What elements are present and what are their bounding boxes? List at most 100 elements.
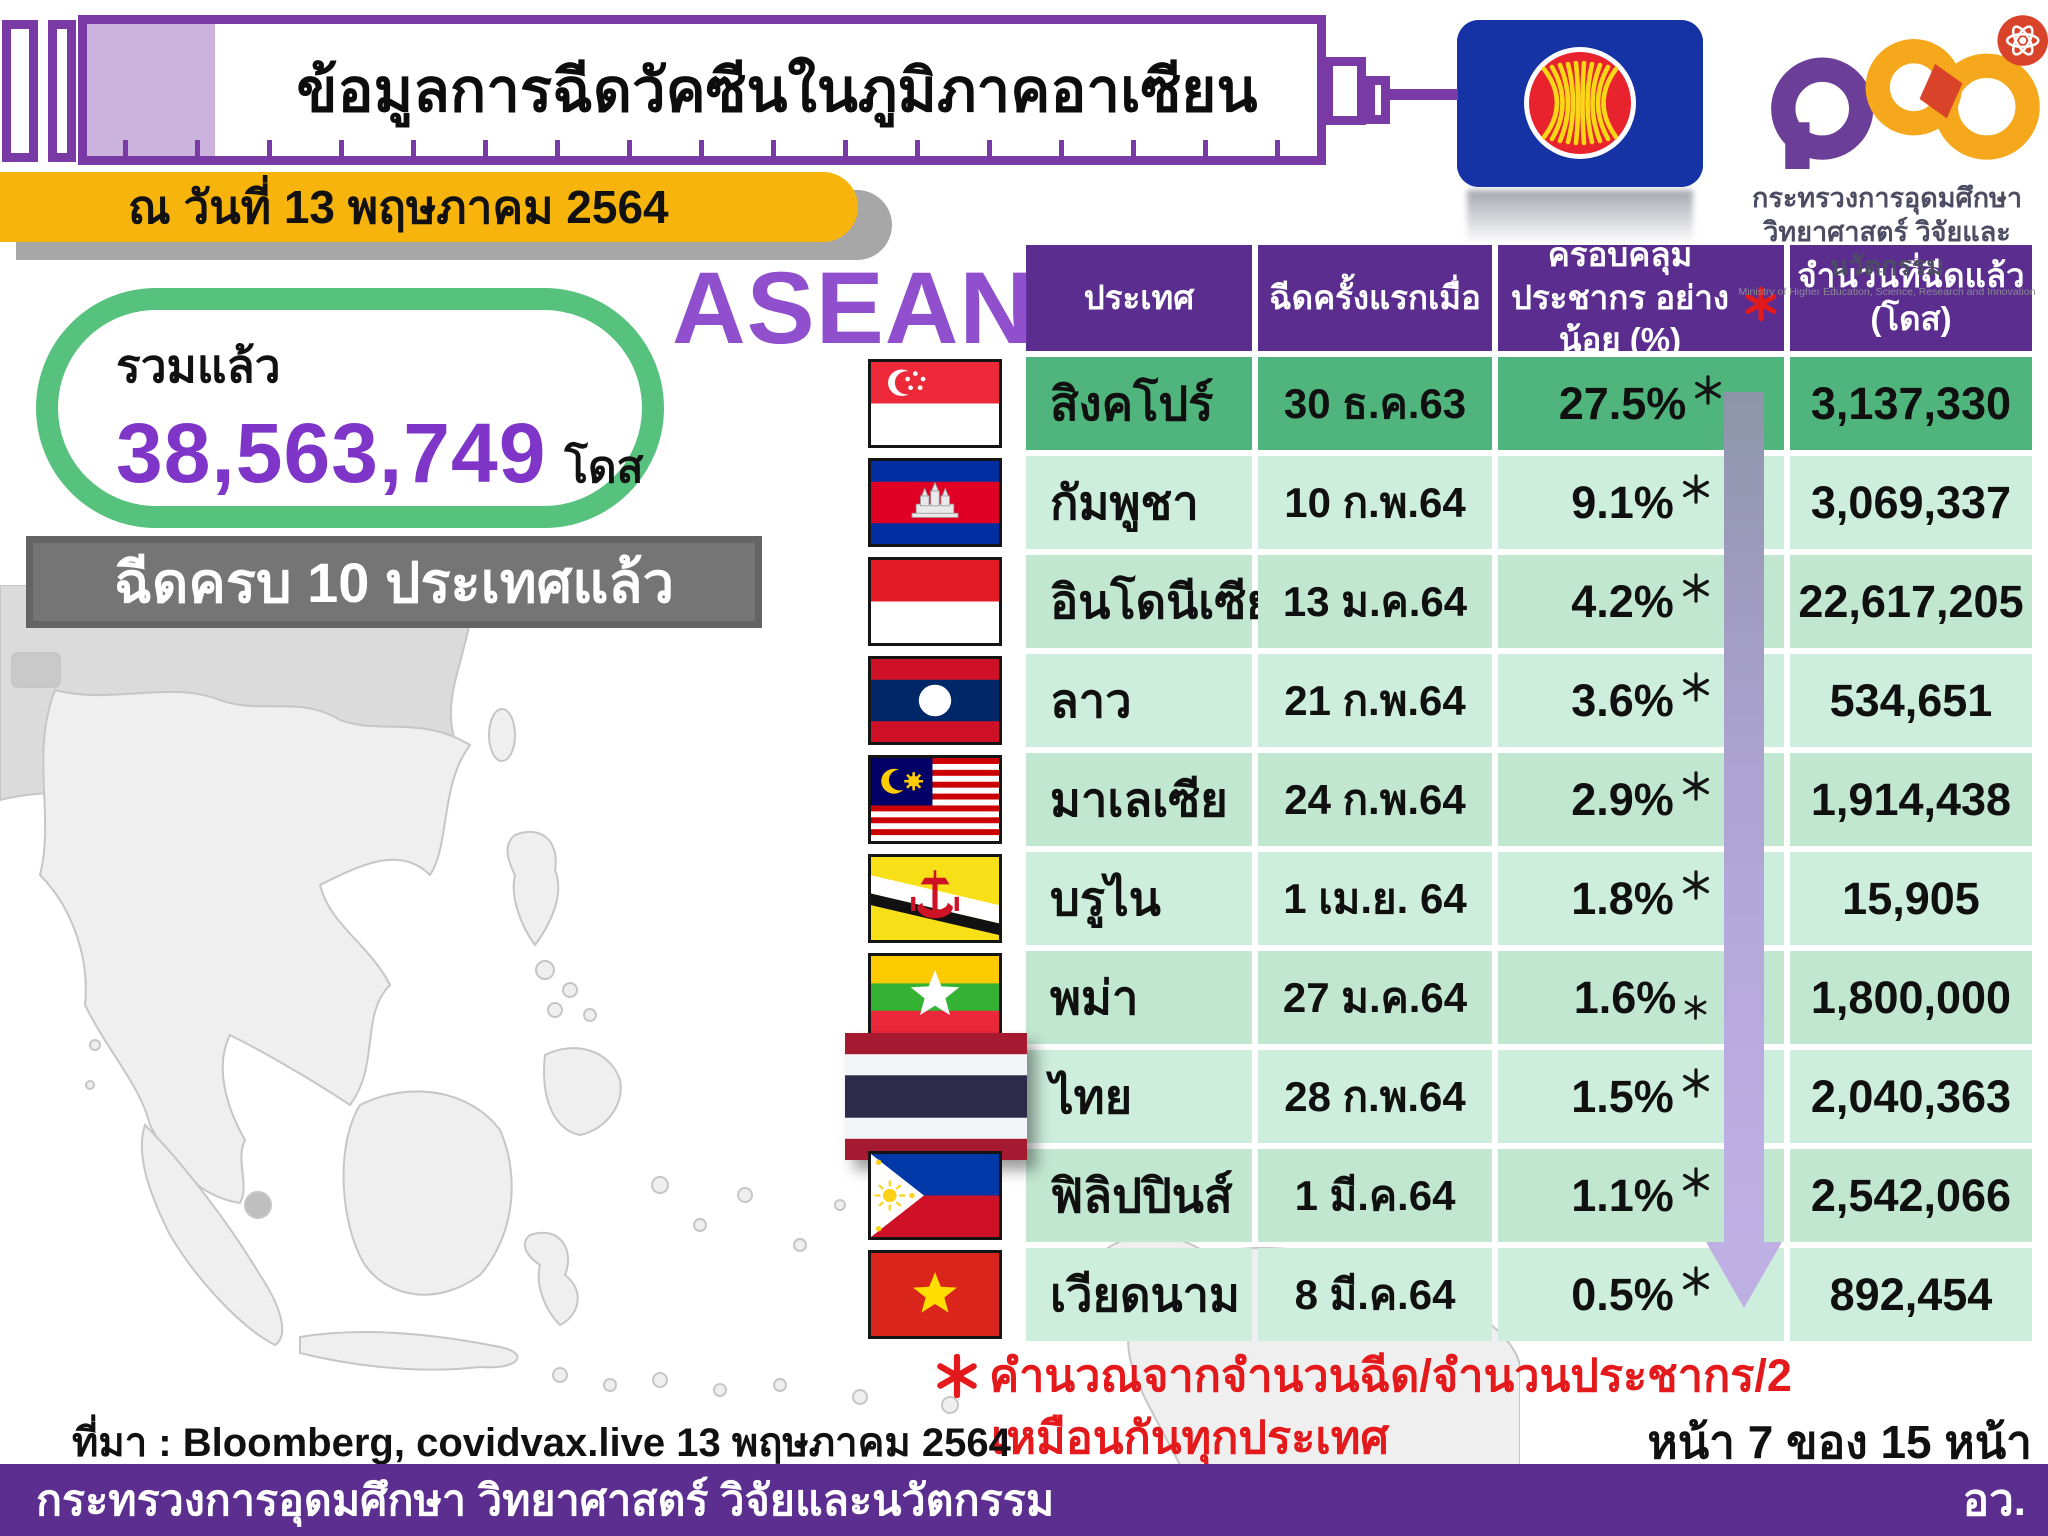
flag-reflection [1467, 190, 1693, 244]
footnote-line1: คำนวณจากจำนวนฉีด/จำนวนประชากร/2 [989, 1350, 1792, 1401]
first-dose-cell: 21 ก.พ.64 [1258, 654, 1492, 747]
country-cell-text: กัมพูชา [1050, 476, 1199, 529]
coverage-footnote: คำนวณจากจำนวนฉีด/จำนวนประชากร/2 เหมือนกั… [935, 1348, 1792, 1467]
doses-cell-text: 2,040,363 [1810, 1070, 2012, 1122]
page-title: ข้อมูลการฉีดวัคซีนในภูมิภาคอาเซียน [296, 56, 1258, 124]
country-cell-text: มาเลเซีย [1050, 773, 1228, 826]
column-header-first-dose: ฉีดครั้งแรกเมื่อ [1258, 245, 1492, 351]
sumatra [140, 1123, 284, 1347]
borneo [342, 1090, 513, 1296]
first-dose-cell-text: 10 ก.พ.64 [1284, 478, 1466, 526]
country-cell: มาเลเซีย [1026, 753, 1252, 846]
singapore-flag [868, 359, 1002, 448]
mhesi-thai-line2: วิทยาศาสตร์ วิจัยและนวัตกรรม [1763, 216, 2011, 281]
asterisk-icon [1682, 1067, 1709, 1098]
first-dose-cell-text: 13 ม.ค.64 [1282, 577, 1468, 625]
asterisk-icon [1682, 770, 1709, 801]
coverage-cell-text: 9.1% [1571, 476, 1674, 528]
first-dose-cell: 1 เม.ย. 64 [1258, 852, 1492, 945]
doses-cell: 892,454 [1790, 1248, 2032, 1341]
descending-order-arrow [1724, 392, 1764, 1244]
red-asterisk-icon [1745, 287, 1777, 321]
first-dose-cell-text: 8 มี.ค.64 [1294, 1270, 1456, 1318]
syringe-nozzle [1324, 57, 1366, 125]
asterisk-icon [1682, 869, 1709, 900]
first-dose-cell-text: 30 ธ.ค.63 [1283, 379, 1467, 427]
syringe-graduation-ticks [87, 136, 1317, 156]
coverage-cell-text: 1.6% [1573, 971, 1677, 1023]
syringe-needle-icon [1388, 89, 1458, 100]
coverage-cell-text: 0.5% [1571, 1268, 1674, 1320]
first-dose-cell-text: 27 ม.ค.64 [1282, 973, 1468, 1021]
country-cell-text: พม่า [1050, 971, 1139, 1024]
footnote-line2: เหมือนกันทุกประเทศ [991, 1412, 1389, 1464]
doses-cell: 3,069,337 [1790, 456, 2032, 549]
asterisk-icon [1682, 1166, 1709, 1197]
first-dose-cell: 24 ก.พ.64 [1258, 753, 1492, 846]
doses-cell: 534,651 [1790, 654, 2032, 747]
country-cell: กัมพูชา [1026, 456, 1252, 549]
country-cell-text: ลาว [1050, 674, 1132, 727]
first-dose-cell-text: 1 เม.ย. 64 [1283, 874, 1467, 922]
total-doses-box: รวมแล้ว 38,563,749 โดส [36, 288, 664, 528]
asterisk-icon [1695, 374, 1722, 405]
southeast-asia-map [0, 585, 1520, 1465]
first-dose-cell-text: 21 ก.พ.64 [1284, 676, 1466, 724]
arrow-head-icon [1706, 1242, 1782, 1308]
first-dose-cell-text: 24 ก.พ.64 [1284, 775, 1466, 823]
doses-cell: 15,905 [1790, 852, 2032, 945]
country-cell-text: ฟิลิปปินส์ [1050, 1169, 1233, 1222]
country-cell: เวียดนาม [1026, 1248, 1252, 1341]
country-cell: ไทย [1026, 1050, 1252, 1143]
mhesi-english-line: Ministry of Higher Education, Science, R… [1738, 286, 2036, 299]
doses-cell-text: 15,905 [1842, 872, 1980, 924]
asterisk-icon [1684, 995, 1707, 1020]
coverage-cell: 2.9% [1498, 753, 1784, 846]
country-cell-text: บรูไน [1050, 872, 1161, 925]
java [299, 1331, 519, 1371]
first-dose-cell: 28 ก.พ.64 [1258, 1050, 1492, 1143]
country-cell-text: สิงคโปร์ [1050, 377, 1214, 430]
all-countries-banner: ฉีดครบ 10 ประเทศแล้ว [26, 536, 762, 628]
footer-ministry-abbreviation: อว. [1962, 1476, 2026, 1525]
syringe-fill [87, 24, 215, 156]
column-header-doses: จำนวนที่ฉีดแล้ว (โดส) [1790, 245, 2032, 351]
asean-heading: ASEAN [672, 251, 1035, 365]
footer-bar: กระทรวงการอุดมศึกษา วิทยาศาสตร์ วิจัยและ… [0, 1464, 2048, 1536]
doses-cell-text: 22,617,205 [1798, 575, 2024, 627]
first-dose-cell: 13 ม.ค.64 [1258, 555, 1492, 648]
first-dose-cell: 1 มี.ค.64 [1258, 1149, 1492, 1242]
country-cell: อินโดนีเซีย [1026, 555, 1274, 648]
country-cell-text: อินโดนีเซีย [1050, 575, 1274, 628]
syringe-plunger-flange [2, 20, 38, 162]
first-dose-cell: 27 ม.ค.64 [1258, 951, 1492, 1044]
date-badge: ณ วันที่ 13 พฤษภาคม 2564 [0, 172, 858, 242]
doses-cell-text: 2,542,066 [1810, 1169, 2012, 1221]
sulawesi [523, 1231, 579, 1327]
syringe-plunger-seal [48, 20, 76, 162]
luzon [506, 830, 560, 947]
footer-ministry-name: กระทรวงการอุดมศึกษา วิทยาศาสตร์ วิจัยและ… [36, 1477, 1055, 1525]
doses-cell: 22,617,205 [1790, 555, 2032, 648]
rice-sheaf-icon [1541, 60, 1619, 146]
red-asterisk-icon [937, 1354, 977, 1399]
syringe-nozzle-tip [1366, 76, 1390, 124]
first-dose-cell: 10 ก.พ.64 [1258, 456, 1492, 549]
doses-cell-text: 3,069,337 [1810, 476, 2012, 528]
mhesi-thai-line1: กระทรวงการอุดมศึกษา [1752, 183, 2022, 213]
singapore-dot [244, 1191, 272, 1219]
country-cell: บรูไน [1026, 852, 1252, 945]
column-header-country: ประเทศ [1026, 245, 1252, 351]
coverage-cell-text: 1.1% [1571, 1169, 1674, 1221]
doses-cell-text: 1,800,000 [1810, 971, 2012, 1023]
total-value: 38,563,749 [116, 406, 547, 500]
doses-cell: 1,914,438 [1790, 753, 2032, 846]
country-cell-text: เวียดนาม [1050, 1268, 1241, 1321]
coverage-cell-text: 4.2% [1571, 575, 1674, 627]
total-unit: โดส [564, 443, 644, 492]
coverage-cell-text: 3.6% [1571, 674, 1674, 726]
mhesi-logo-text: กระทรวงการอุดมศึกษา วิทยาศาสตร์ วิจัยและ… [1726, 182, 2048, 298]
doses-cell: 2,542,066 [1790, 1149, 2032, 1242]
country-cell: สิงคโปร์ [1026, 357, 1252, 450]
